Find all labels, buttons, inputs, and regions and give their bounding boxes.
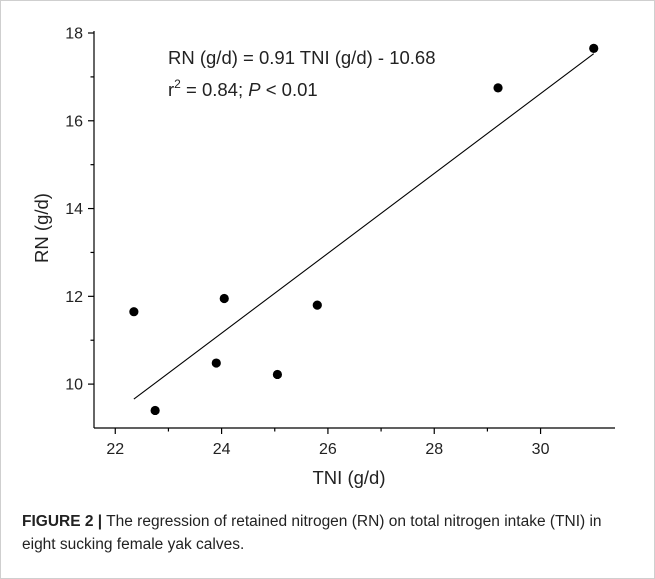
y-tick-label: 12 <box>65 289 83 306</box>
figure-caption: FIGURE 2 | The regression of retained ni… <box>22 510 637 556</box>
chart-axes: 22 24 26 28 30 10 12 14 16 18 <box>65 26 615 458</box>
y-axis-label: RN (g/d) <box>31 193 52 263</box>
r-superscript: 2 <box>174 77 181 91</box>
x-tick-label: 24 <box>213 441 231 458</box>
regression-equation: RN (g/d) = 0.91 TNI (g/d) - 10.68 <box>168 47 436 68</box>
y-tick-label: 14 <box>65 201 83 218</box>
x-tick-label: 30 <box>532 441 550 458</box>
data-point <box>312 300 322 310</box>
regression-line <box>133 53 595 400</box>
r-squared-annotation: r2 = 0.84; P < 0.01 <box>168 77 318 100</box>
x-tick-label: 22 <box>106 441 124 458</box>
scatter-chart: 22 24 26 28 30 10 12 14 16 18 RN (g/d) = 0.91 TNI… <box>31 26 615 488</box>
y-tick-label: 16 <box>65 113 83 130</box>
y-tick-label: 18 <box>65 26 83 43</box>
data-point <box>211 358 221 368</box>
r-value: = 0.84; <box>181 79 248 100</box>
caption-label: FIGURE 2 | <box>22 513 103 530</box>
x-tick-label: 28 <box>425 441 443 458</box>
p-symbol: P <box>248 79 261 100</box>
x-axis-label: TNI (g/d) <box>313 467 386 488</box>
data-point <box>219 293 229 304</box>
data-point <box>129 307 139 317</box>
data-point <box>493 83 503 93</box>
data-point <box>589 43 599 53</box>
y-tick-label: 10 <box>65 377 83 394</box>
data-points <box>129 43 599 416</box>
x-tick-label: 26 <box>319 441 337 458</box>
data-point <box>272 369 283 380</box>
r-prefix: r <box>168 79 174 100</box>
caption-text: The regression of retained nitrogen (RN)… <box>22 513 602 553</box>
p-value: < 0.01 <box>261 79 318 100</box>
data-point <box>150 405 160 416</box>
